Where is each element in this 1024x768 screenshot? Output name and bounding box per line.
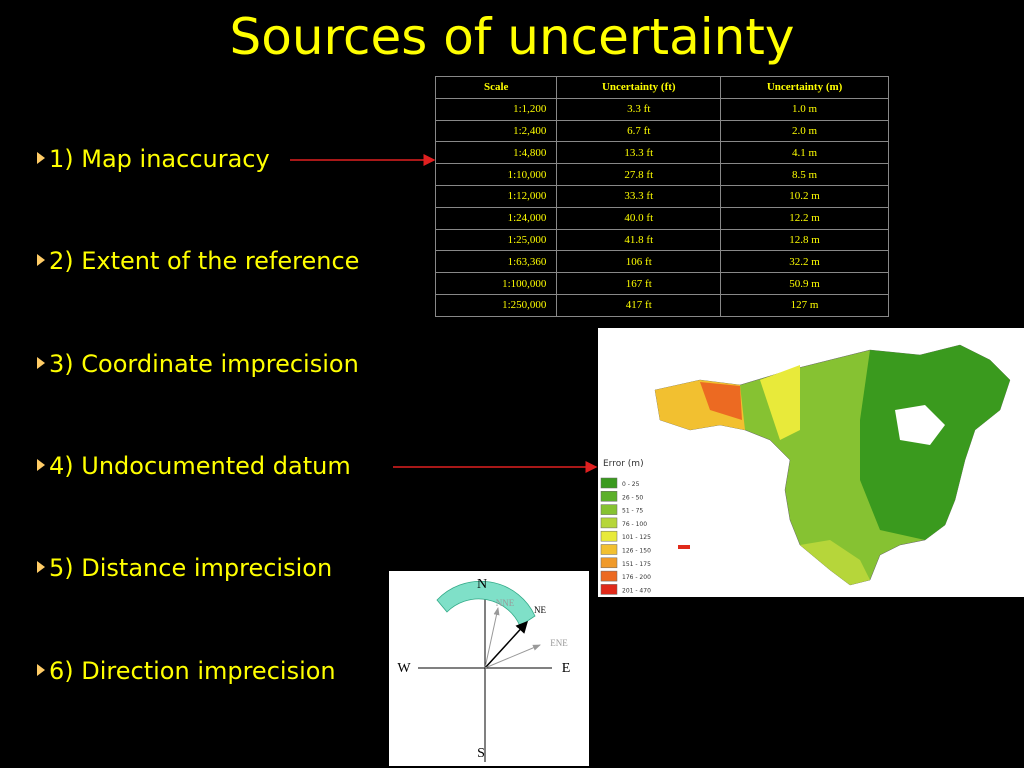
compass-label: NNE: [496, 598, 515, 608]
table-header: Scale Uncertainty (ft) Uncertainty (m): [434, 76, 889, 99]
compass-label: ENE: [550, 638, 568, 648]
legend-swatch: [600, 584, 618, 595]
header-cell: Uncertainty (ft): [556, 76, 722, 99]
legend-swatch: [600, 530, 618, 542]
table-row: 1:24,000 40.0 ft 12.2 m: [434, 206, 889, 230]
table-cell: 8.5 m: [720, 163, 889, 186]
table-cell: 50.9 m: [720, 272, 889, 295]
table-row: 1:1,200 3.3 ft 1.0 m: [434, 97, 889, 121]
table-cell: 417 ft: [556, 293, 722, 317]
legend-label: 51 - 75: [622, 508, 643, 515]
legend-label: 0 - 25: [622, 481, 640, 488]
compass-label: NE: [534, 605, 546, 615]
header-cell: Uncertainty (m): [720, 76, 889, 99]
table-cell: 1:24,000: [434, 206, 558, 230]
compass-label: S: [477, 746, 485, 761]
bullet: 1) Map inaccuracy: [37, 145, 270, 173]
table-cell: 1:1,200: [434, 97, 558, 121]
legend-label: 176 - 200: [622, 574, 651, 581]
header-cell: Scale: [434, 76, 558, 99]
legend-swatch: [600, 570, 618, 582]
legend-swatch: [600, 544, 618, 555]
compass-label: E: [562, 661, 571, 676]
bullet: 6) Direction imprecision: [37, 657, 336, 685]
legend-label: 101 - 125: [622, 534, 651, 541]
legend-label: 151 - 175: [622, 561, 651, 568]
bullet: 2) Extent of the reference: [37, 247, 359, 275]
table-cell: 1:25,000: [434, 228, 558, 252]
table-cell: 1:250,000: [434, 293, 558, 317]
legend-swatch: [600, 557, 618, 569]
table-row: 1:4,800 13.3 ft 4.1 m: [434, 141, 889, 165]
scale-table: Scale Uncertainty (ft) Uncertainty (m) 1:1,…: [434, 76, 889, 317]
table-cell: 1.0 m: [720, 97, 889, 121]
legend-swatch: [600, 504, 618, 515]
compass-label: N: [477, 577, 487, 592]
bullet: 4) Undocumented datum: [37, 452, 351, 480]
legend-swatch: [600, 491, 618, 502]
legend-swatch: [600, 517, 618, 529]
slide-title: Sources of uncertainty: [229, 8, 795, 66]
compass-diagram: N S W E NNE NE ENE: [389, 571, 589, 766]
bullet: 5) Distance imprecision: [37, 554, 332, 582]
legend-title: Error (m): [603, 459, 644, 469]
table-row: 1:10,000 27.8 ft 8.5 m: [434, 163, 889, 186]
table-row: 1:2,400 6.7 ft 2.0 m: [434, 119, 889, 143]
table-row: 1:12,000 33.3 ft 10.2 m: [434, 184, 889, 208]
table-cell: 3.3 ft: [556, 97, 722, 121]
table-cell: 127 m: [720, 293, 889, 317]
legend-label: 126 - 150: [622, 548, 651, 555]
legend-label: 201 - 470: [622, 587, 651, 594]
legend-label: 76 - 100: [622, 521, 647, 528]
table-row: 1:250,000 417 ft 127 m: [434, 293, 889, 317]
compass-label: W: [397, 661, 411, 676]
legend-label: 26 - 50: [622, 494, 643, 501]
legend-swatch: [600, 477, 618, 489]
bullet: 3) Coordinate imprecision: [37, 350, 359, 378]
error-map: Error (m) 0 - 25 26 - 50 51 - 75 76 - 100 10…: [598, 328, 1024, 597]
table-cell: 1:2,400: [434, 119, 558, 143]
